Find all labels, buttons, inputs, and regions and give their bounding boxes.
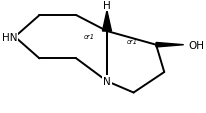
Polygon shape [102, 11, 111, 32]
Text: OH: OH [188, 40, 204, 50]
Text: HN: HN [2, 32, 18, 42]
Polygon shape [156, 43, 184, 48]
Text: or1: or1 [84, 33, 95, 39]
Text: H: H [103, 1, 111, 11]
Text: or1: or1 [127, 38, 138, 44]
Text: N: N [103, 77, 111, 86]
